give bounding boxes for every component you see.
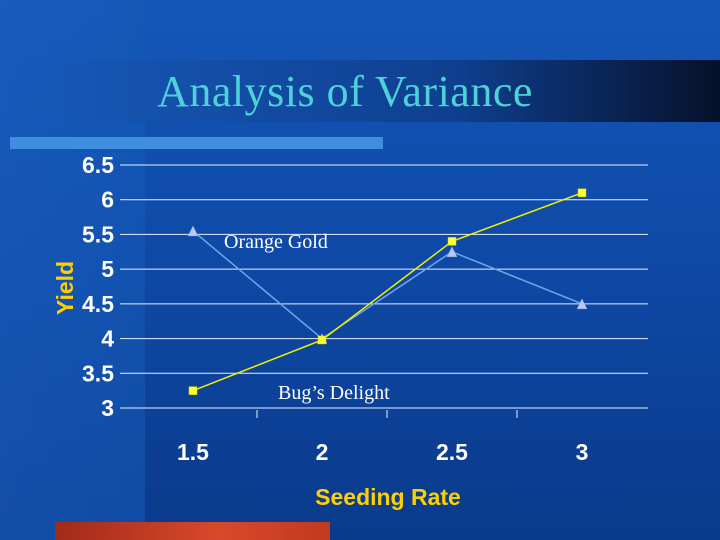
y-tick-label-6: 6 — [101, 187, 114, 213]
y-tick-label-4: 4 — [101, 326, 114, 352]
series-label-bugs-delight: Bug’s Delight — [278, 382, 390, 404]
series-label-orange-gold: Orange Gold — [224, 231, 328, 253]
y-tick-label-6.5: 6.5 — [82, 152, 114, 178]
x-tick-label-2: 2 — [316, 439, 329, 465]
point-bug-s-delight-2.5 — [447, 237, 457, 246]
y-tick-label-5.5: 5.5 — [82, 221, 114, 247]
point-orange-gold-2.5 — [446, 246, 458, 258]
x-tick-label-1.5: 1.5 — [177, 439, 209, 465]
point-bug-s-delight-3 — [577, 188, 587, 198]
y-tick-label-5: 5 — [101, 256, 114, 282]
x-axis-title: Seeding Rate — [315, 484, 461, 510]
series-line-orange-gold — [192, 230, 583, 340]
series-layer — [187, 188, 588, 395]
y-axis-title: Yield — [52, 261, 78, 315]
title-background-band — [60, 60, 720, 122]
y-tick-label-3.5: 3.5 — [82, 360, 114, 386]
y-tick-label-3: 3 — [101, 395, 114, 421]
y-tick-label-4.5: 4.5 — [82, 291, 114, 317]
point-bug-s-delight-2 — [317, 335, 327, 345]
x-tick-label-2.5: 2.5 — [436, 439, 468, 465]
point-bug-s-delight-1.5 — [188, 386, 198, 395]
bottom-accent-bar — [55, 522, 330, 540]
point-orange-gold-3 — [576, 298, 588, 310]
title-underline-bar — [10, 137, 383, 149]
y-axis-tick-labels: 3 3.5 4 4.5 5 5.5 6 6.5 — [82, 152, 114, 421]
gridlines — [120, 164, 648, 409]
x-axis-ticks: 1.5 2 2.5 3 — [177, 410, 588, 465]
x-tick-label-3: 3 — [576, 439, 589, 465]
slide-title: Analysis of Variance — [157, 67, 533, 116]
series-line-bug-s-delight — [192, 192, 583, 392]
point-orange-gold-1.5 — [187, 225, 199, 237]
